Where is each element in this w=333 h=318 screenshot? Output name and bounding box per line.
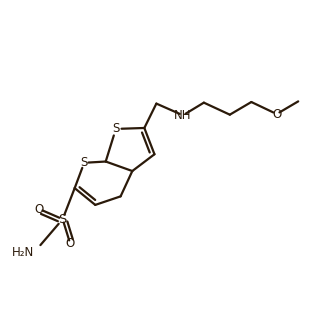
Text: S: S [81,156,88,169]
Text: S: S [112,122,120,135]
Text: H₂N: H₂N [12,246,34,259]
Text: O: O [272,107,281,121]
Text: S: S [59,213,67,226]
Text: O: O [66,237,75,250]
Text: O: O [35,203,44,216]
Text: NH: NH [174,109,192,122]
